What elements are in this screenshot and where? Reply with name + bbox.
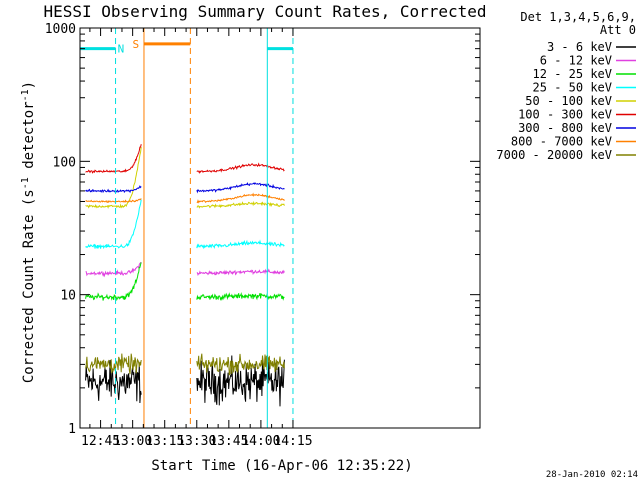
legend-label: 7000 - 20000 keV [496, 148, 612, 162]
flag-3 [266, 28, 294, 428]
x-tick-label: 14:15 [273, 434, 312, 449]
series-line [196, 353, 285, 376]
y-tick-label: 1000 [45, 22, 76, 37]
legend-title-line: Det 1,3,4,5,6,9, [520, 10, 636, 24]
y-axis-label-mid: detector [21, 101, 37, 177]
series-line [85, 353, 142, 375]
flag-label: S [133, 38, 140, 51]
series-line [196, 355, 285, 407]
x-tick-label: 14:00 [241, 434, 280, 449]
series-line [196, 162, 285, 174]
y-tick-label: 1 [68, 422, 76, 437]
series-1 [85, 355, 285, 407]
flag-label: N [118, 43, 125, 56]
y-axis-label-sup-2: -1 [20, 89, 31, 101]
x-tick-label: 13:30 [177, 434, 216, 449]
series-2 [85, 262, 285, 278]
legend-label: 25 - 50 keV [533, 81, 612, 95]
series-line [85, 144, 142, 174]
y-axis-label-end: ) [21, 81, 37, 89]
series-line [85, 262, 142, 302]
plot-frame [79, 27, 481, 429]
legend-label: 3 - 6 keV [547, 40, 612, 54]
y-axis-label-main: Corrected Count Rate (s [21, 189, 37, 383]
series-line [196, 192, 285, 204]
legend-label: 50 - 100 keV [525, 94, 612, 108]
series-line [196, 181, 285, 194]
y-tick-label: 10 [60, 289, 76, 304]
legend-label: 100 - 300 keV [518, 108, 612, 122]
series-line [85, 185, 142, 194]
x-tick-label: 12:45 [81, 434, 120, 449]
series-9 [85, 353, 285, 376]
series-4 [85, 199, 285, 250]
x-tick-label: 13:45 [209, 434, 248, 449]
x-tick-label: 13:15 [145, 434, 184, 449]
series-line [85, 359, 142, 404]
series-line [85, 199, 142, 250]
y-tick-label: 100 [53, 155, 76, 170]
series-line [85, 262, 142, 278]
y-axis-label-sup-1: -1 [20, 177, 31, 189]
chart-title: HESSI Observing Summary Count Rates, Cor… [43, 2, 486, 21]
series-8 [85, 192, 285, 204]
plot-series-layer [85, 144, 285, 407]
series-line [85, 198, 142, 204]
x-tick-label: 13:00 [113, 434, 152, 449]
legend-label: 800 - 7000 keV [511, 135, 612, 149]
series-3 [85, 262, 285, 302]
series-7 [85, 181, 285, 194]
flag-2: S [133, 28, 191, 428]
legend-label: 6 - 12 keV [540, 54, 612, 68]
series-line [196, 268, 285, 276]
series-line [196, 239, 285, 250]
legend-label: 300 - 800 keV [518, 121, 612, 135]
series-line [196, 200, 285, 209]
series-line [85, 147, 142, 209]
x-axis-label: Start Time (16-Apr-06 12:35:22) [151, 458, 412, 474]
series-5 [85, 147, 285, 209]
series-6 [85, 144, 285, 174]
legend-title-line: Att 0 [600, 23, 636, 37]
footer-date: 28-Jan-2010 02:14 [546, 470, 638, 480]
legend-label: 12 - 25 keV [533, 67, 612, 81]
y-axis-label: Corrected Count Rate (s-1 detector-1) [20, 81, 37, 383]
series-line [196, 292, 285, 301]
